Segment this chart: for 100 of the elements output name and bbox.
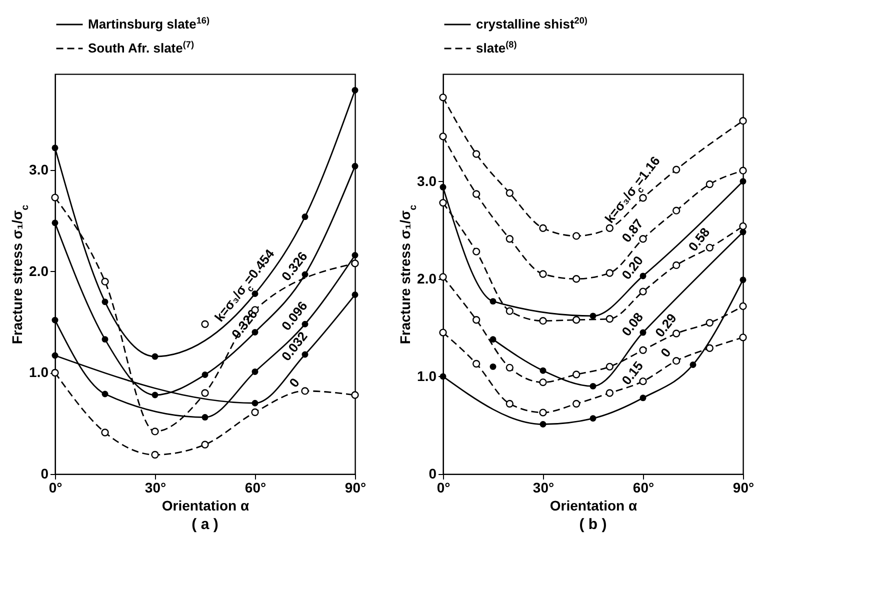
point: [572, 275, 580, 283]
point: [739, 334, 747, 342]
point: [606, 315, 614, 323]
point: [102, 298, 108, 306]
text: ( a ): [192, 516, 218, 533]
point: [201, 389, 209, 397]
x-tick-label: 30°: [144, 480, 166, 496]
point: [51, 194, 59, 202]
point: [252, 290, 258, 297]
point: [352, 162, 358, 170]
point: [52, 144, 58, 152]
text: crystalline shist$^{20)}$: [476, 16, 588, 32]
point: [472, 360, 480, 368]
point: [672, 166, 680, 174]
point: [506, 400, 514, 408]
point: [351, 391, 359, 399]
point: [490, 336, 496, 343]
x-axis-title: Orientation α: [162, 498, 250, 514]
point: [201, 320, 209, 328]
text: Martinsburg slate$^{16)}$: [88, 16, 210, 32]
point: [506, 189, 514, 197]
point: [672, 206, 680, 214]
point: [201, 440, 209, 448]
x-tick-label: 90°: [344, 480, 366, 496]
point: [490, 363, 496, 370]
point: [606, 269, 614, 277]
point: [539, 316, 547, 325]
x-tick-label: 0°: [48, 480, 62, 496]
point: [352, 86, 358, 94]
point: [539, 224, 547, 232]
point: [506, 307, 514, 315]
point: [439, 273, 447, 281]
point: [606, 389, 614, 397]
point: [102, 336, 108, 343]
point: [706, 180, 714, 188]
point: [52, 352, 58, 359]
point: [639, 346, 647, 354]
point: [472, 248, 480, 256]
point: [690, 362, 696, 368]
point: [102, 390, 108, 398]
point: [439, 94, 447, 102]
point: [472, 190, 480, 198]
y-tick-label: 0: [40, 466, 49, 482]
point: [506, 235, 514, 243]
point: [606, 362, 614, 371]
point: [439, 328, 447, 336]
y-tick-label: 2.0: [29, 262, 49, 279]
point: [739, 116, 747, 125]
point: [151, 450, 159, 459]
point: [352, 292, 358, 298]
y-tick-label: 1.0: [417, 368, 437, 384]
point: [101, 428, 109, 436]
point: [572, 400, 580, 408]
point: [740, 178, 746, 185]
point: [52, 220, 58, 226]
point: [539, 408, 547, 416]
point: [739, 166, 747, 174]
point: [590, 382, 596, 390]
point: [672, 261, 680, 270]
point: [440, 184, 446, 190]
text: ( b ): [579, 516, 607, 533]
point: [572, 232, 580, 240]
point: [152, 392, 158, 398]
x-tick-label: 0°: [436, 480, 450, 496]
point: [506, 364, 514, 372]
point: [252, 400, 258, 406]
point: [101, 278, 109, 286]
point: [439, 132, 447, 140]
point: [252, 368, 258, 375]
point: [739, 222, 747, 230]
point: [706, 318, 714, 327]
point: [439, 198, 447, 207]
point: [202, 372, 208, 378]
point: [302, 214, 308, 220]
y-tick-label: 0: [428, 466, 437, 482]
point: [606, 224, 614, 232]
point: [202, 414, 208, 421]
x-tick-label: 60°: [244, 480, 266, 496]
text: slate$^{(8)}$: [476, 40, 517, 56]
point: [639, 288, 647, 296]
point: [706, 344, 714, 352]
point: [540, 421, 546, 428]
annotation: 0: [286, 375, 302, 390]
point: [572, 370, 580, 378]
x-tick-label: 90°: [732, 480, 754, 496]
point: [539, 270, 547, 278]
point: [351, 260, 359, 268]
point: [640, 394, 646, 402]
x-tick-label: 60°: [632, 480, 654, 496]
y-tick-label: 3.0: [417, 172, 437, 189]
point: [539, 378, 547, 386]
point: [251, 408, 259, 416]
point: [472, 316, 480, 324]
point: [151, 428, 159, 436]
text: South Afr. slate$^{(7)}$: [88, 40, 194, 56]
x-axis-title: Orientation α: [550, 498, 638, 514]
point: [152, 353, 158, 360]
point: [352, 252, 358, 258]
x-tick-label: 30°: [532, 480, 554, 496]
y-tick-label: 3.0: [29, 162, 49, 178]
